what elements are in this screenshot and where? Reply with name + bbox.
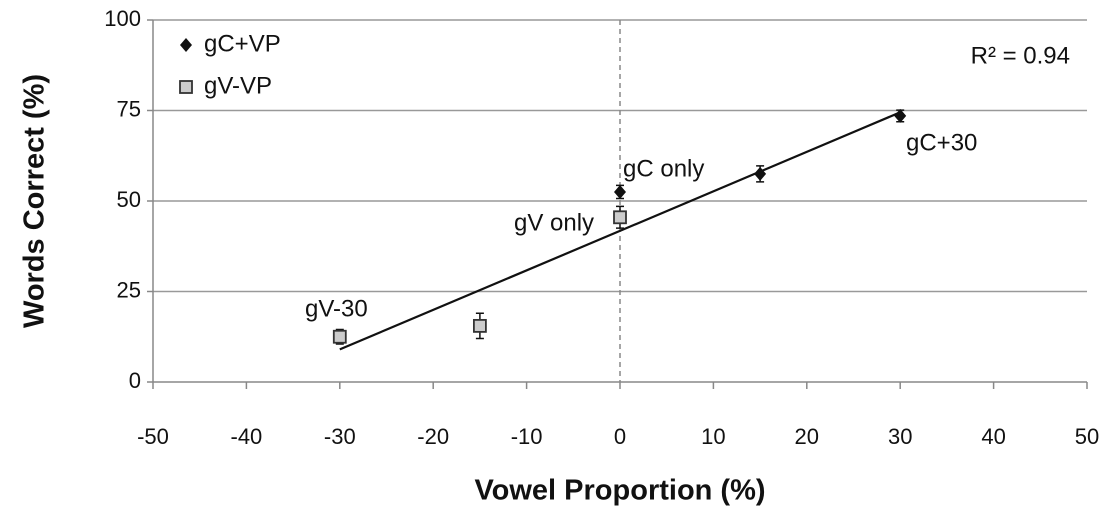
y-tick-label: 100 <box>104 6 141 31</box>
point <box>894 108 907 123</box>
point <box>613 210 627 225</box>
x-tick-label: 0 <box>614 424 626 449</box>
legend-label: gV-VP <box>204 72 272 99</box>
x-tick-label: 40 <box>981 424 1005 449</box>
y-tick-label: 25 <box>117 277 141 302</box>
y-tick-label: 0 <box>129 368 141 393</box>
point <box>614 184 626 199</box>
x-tick-label: -40 <box>231 424 263 449</box>
legend-marker <box>180 38 192 52</box>
annotation: gV-30 <box>305 295 368 322</box>
x-tick-label: 10 <box>701 424 725 449</box>
trendline <box>339 111 901 351</box>
annotation: gC+30 <box>906 129 977 156</box>
x-tick-label: -50 <box>137 424 169 449</box>
point <box>472 318 487 333</box>
legend-marker <box>179 80 193 94</box>
y-tick-label: 75 <box>117 96 141 121</box>
legend-label: gC+VP <box>204 30 281 57</box>
annotation: gV only <box>514 209 594 236</box>
annotation: R² = 0.94 <box>971 42 1070 69</box>
y-axis-title: Words Correct (%) <box>19 74 51 328</box>
x-tick-label: -20 <box>417 424 449 449</box>
x-tick-label: 20 <box>795 424 819 449</box>
x-tick-label: 30 <box>888 424 912 449</box>
y-tick-label: 50 <box>117 187 141 212</box>
point <box>754 166 767 181</box>
x-axis-title: Vowel Proportion (%) <box>474 475 765 507</box>
annotation: gC only <box>623 155 704 182</box>
x-tick-label: -30 <box>324 424 356 449</box>
x-tick-label: 50 <box>1075 424 1099 449</box>
point <box>332 329 347 344</box>
x-tick-label: -10 <box>511 424 543 449</box>
